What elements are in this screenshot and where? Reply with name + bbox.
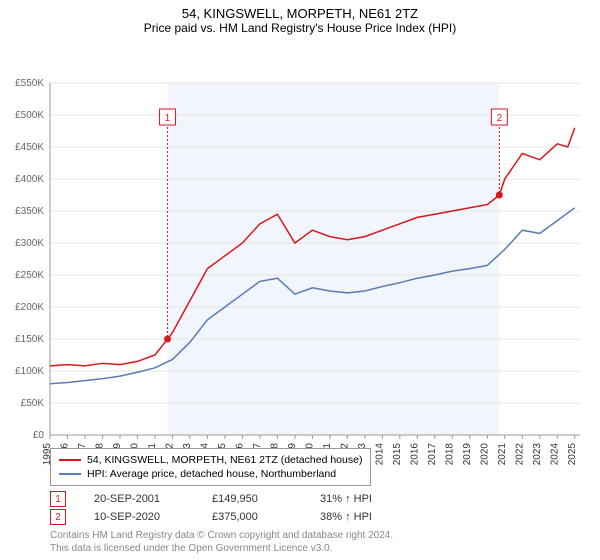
legend-swatch <box>59 459 81 461</box>
svg-text:2024: 2024 <box>549 443 560 466</box>
svg-text:£400K: £400K <box>15 174 44 185</box>
callout-pct: 31% ↑ HPI <box>320 493 372 505</box>
svg-text:£150K: £150K <box>15 334 44 345</box>
svg-text:2016: 2016 <box>409 443 420 466</box>
line-chart: £0 £50K £100K £150K £200K £250K £300K £350K £400… <box>0 39 600 479</box>
svg-text:£550K: £550K <box>15 78 44 89</box>
legend: 54, KINGSWELL, MORPETH, NE61 2TZ (detach… <box>50 448 371 486</box>
svg-text:2020: 2020 <box>479 443 490 466</box>
svg-text:2023: 2023 <box>532 443 543 466</box>
svg-text:2: 2 <box>497 113 503 124</box>
svg-text:2025: 2025 <box>567 443 578 466</box>
svg-text:£350K: £350K <box>15 206 44 217</box>
footer-line-2: This data is licensed under the Open Gov… <box>50 543 393 556</box>
svg-text:£300K: £300K <box>15 238 44 249</box>
svg-text:£0: £0 <box>33 430 45 441</box>
svg-text:£100K: £100K <box>15 366 44 377</box>
svg-text:£450K: £450K <box>15 142 44 153</box>
svg-text:2014: 2014 <box>374 443 385 466</box>
svg-text:2019: 2019 <box>462 443 473 466</box>
chart-subtitle: Price paid vs. HM Land Registry's House … <box>0 21 600 39</box>
svg-text:£50K: £50K <box>21 398 45 409</box>
callout-price: £375,000 <box>212 511 292 523</box>
svg-text:£250K: £250K <box>15 270 44 281</box>
svg-text:£200K: £200K <box>15 302 44 313</box>
chart-title: 54, KINGSWELL, MORPETH, NE61 2TZ <box>0 0 600 21</box>
callout-date: 20-SEP-2001 <box>94 493 184 505</box>
legend-item: HPI: Average price, detached house, Nort… <box>59 467 362 481</box>
svg-text:£500K: £500K <box>15 110 44 121</box>
svg-text:2018: 2018 <box>444 443 455 466</box>
callout-date: 10-SEP-2020 <box>94 511 184 523</box>
chart-container: 54, KINGSWELL, MORPETH, NE61 2TZ Price p… <box>0 0 600 560</box>
callout-id-box: 1 <box>50 491 66 507</box>
svg-text:2022: 2022 <box>514 443 525 466</box>
svg-text:1: 1 <box>165 113 171 124</box>
footer-line-1: Contains HM Land Registry data © Crown c… <box>50 530 393 543</box>
svg-text:2015: 2015 <box>392 443 403 466</box>
svg-text:2021: 2021 <box>497 443 508 466</box>
legend-item: 54, KINGSWELL, MORPETH, NE61 2TZ (detach… <box>59 453 362 467</box>
callout-table: 1 20-SEP-2001 £149,950 31% ↑ HPI 2 10-SEP-202… <box>50 490 372 526</box>
legend-swatch <box>59 473 81 475</box>
callout-id-box: 2 <box>50 509 66 525</box>
callout-row: 1 20-SEP-2001 £149,950 31% ↑ HPI <box>50 490 372 508</box>
legend-label: HPI: Average price, detached house, Nort… <box>87 468 336 480</box>
footer-attribution: Contains HM Land Registry data © Crown c… <box>50 530 393 555</box>
svg-text:2017: 2017 <box>427 443 438 466</box>
callout-price: £149,950 <box>212 493 292 505</box>
callout-row: 2 10-SEP-2020 £375,000 38% ↑ HPI <box>50 508 372 526</box>
callout-pct: 38% ↑ HPI <box>320 511 372 523</box>
legend-label: 54, KINGSWELL, MORPETH, NE61 2TZ (detach… <box>87 454 362 466</box>
